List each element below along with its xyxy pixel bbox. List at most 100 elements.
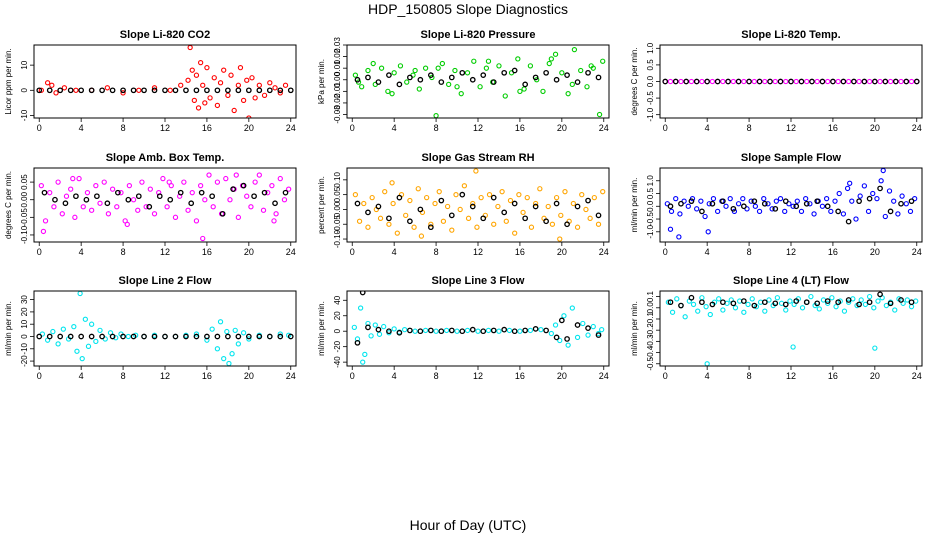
slope-point — [705, 229, 711, 235]
slope-point — [77, 291, 83, 297]
mean-point — [782, 198, 789, 205]
slope-point — [706, 201, 712, 207]
mean-point — [564, 336, 570, 342]
mean-point — [793, 203, 800, 210]
y-tick-label: 20 — [20, 307, 29, 316]
points-gasrh — [352, 168, 606, 242]
slope-point — [202, 100, 208, 106]
x-tick-label: 0 — [663, 371, 668, 381]
points-line2 — [36, 291, 294, 366]
slope-point — [235, 214, 242, 220]
mean-point — [877, 185, 883, 192]
slope-point — [252, 95, 258, 101]
mean-point — [141, 333, 147, 340]
slope-point — [600, 189, 606, 195]
y-tick-label: 0.01 — [333, 60, 342, 76]
mean-point — [772, 205, 779, 212]
y-tick-label: -0.05 — [333, 215, 342, 234]
slope-point — [226, 360, 232, 366]
slope-point — [55, 341, 61, 347]
slope-point — [286, 186, 292, 192]
mean-point — [282, 189, 289, 196]
panel-temp: Slope Li-820 Temp. degrees C per min. 0 4 8 1… — [630, 29, 923, 133]
mean-point — [459, 191, 466, 198]
slope-point — [418, 233, 425, 239]
x-tick-label: 12 — [160, 123, 170, 133]
y-tick-label: -10 — [20, 342, 29, 354]
slope-point — [225, 92, 231, 98]
mean-point — [67, 333, 74, 340]
slope-point — [669, 309, 676, 315]
slope-point — [783, 78, 789, 85]
mean-point — [83, 196, 90, 203]
mean-point — [553, 334, 560, 341]
slope-point — [761, 195, 767, 202]
plot-frame — [33, 44, 297, 119]
mean-point — [354, 339, 361, 346]
slope-point — [844, 185, 851, 192]
mean-point — [448, 327, 455, 334]
mean-point — [730, 205, 737, 212]
slope-point — [676, 234, 682, 240]
slope-point — [125, 333, 131, 340]
slope-point — [557, 236, 563, 242]
mean-point — [427, 224, 434, 231]
slope-point — [359, 84, 365, 90]
slope-point — [503, 218, 509, 224]
mean-point — [365, 324, 371, 331]
slope-point — [599, 327, 605, 333]
mean-point — [427, 327, 434, 334]
mean-point — [277, 333, 284, 340]
x-tick-label: 4 — [79, 247, 84, 257]
mean-point — [480, 215, 487, 222]
slope-point — [47, 190, 53, 196]
y-tick-label: 0.5 — [646, 59, 655, 71]
slope-point — [214, 102, 221, 109]
slope-point — [228, 72, 234, 78]
slope-point — [491, 221, 497, 227]
x-tick-label: 8 — [121, 371, 126, 381]
slope-point — [903, 201, 909, 207]
mean-point — [172, 333, 179, 340]
mean-point — [803, 200, 810, 207]
x-tick-label: 12 — [473, 247, 483, 257]
mean-point — [36, 333, 43, 340]
mean-point — [438, 197, 445, 204]
mean-point — [99, 333, 105, 340]
slope-point — [97, 327, 103, 333]
slope-point — [351, 324, 357, 330]
slope-point — [378, 65, 385, 71]
plot-frame — [659, 44, 923, 119]
mean-point — [469, 203, 476, 210]
mean-point — [777, 78, 784, 85]
panel-co2: Slope Li-820 CO2 Licor ppm per min. 0 4 8 12 1… — [4, 29, 297, 133]
slope-point — [221, 355, 227, 362]
mean-point — [553, 76, 560, 83]
slope-point — [524, 194, 530, 201]
slope-point — [507, 197, 514, 204]
slope-point — [167, 87, 173, 93]
slope-point — [185, 77, 191, 83]
slope-point — [397, 63, 404, 69]
mean-point — [78, 87, 85, 94]
slope-point — [187, 45, 193, 51]
slope-point — [583, 206, 589, 213]
slope-point — [473, 168, 479, 174]
slope-point — [698, 198, 704, 204]
slope-point — [732, 305, 739, 311]
mean-point — [365, 74, 371, 81]
mean-point — [235, 87, 242, 94]
x-tick-label: 8 — [434, 247, 439, 257]
plot-frame — [33, 290, 297, 367]
slope-point — [516, 191, 522, 198]
y-tick-label: -0.05 — [20, 208, 29, 227]
mean-point — [835, 208, 842, 215]
slope-point — [200, 82, 206, 88]
mean-point — [756, 78, 763, 85]
slope-point — [214, 346, 221, 352]
y-tick-label: -0.02 — [333, 93, 342, 112]
mean-point — [725, 78, 731, 85]
slope-point — [357, 305, 364, 311]
slope-point — [836, 190, 842, 197]
mean-point — [861, 78, 868, 85]
